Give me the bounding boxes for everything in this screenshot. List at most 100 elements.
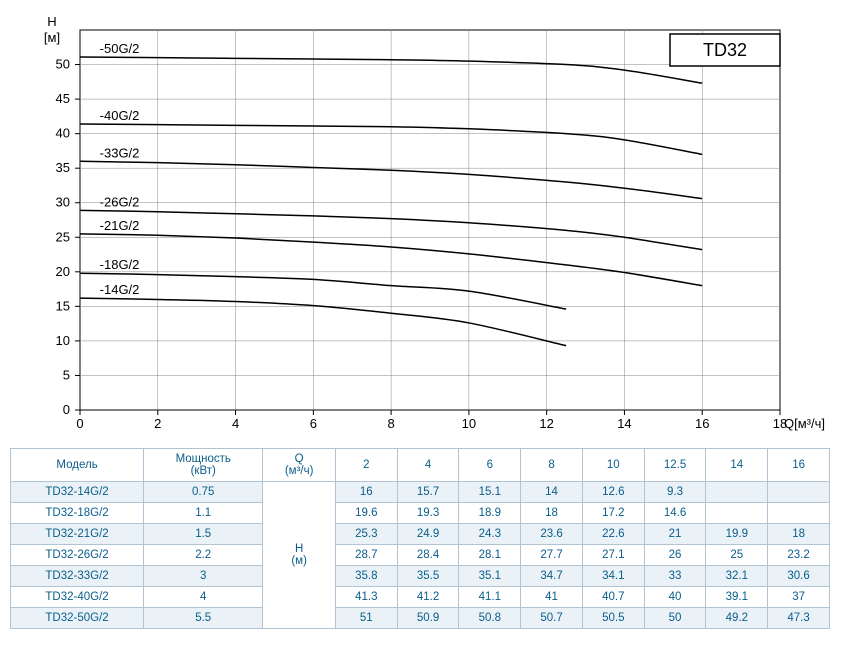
col-q-value: 12.5	[644, 449, 706, 482]
col-q-value: 4	[397, 449, 459, 482]
cell-h: 33	[644, 566, 706, 587]
chart-svg: 02468101214161805101520253035404550H[м]Q…	[10, 10, 830, 440]
cell-power: 1.1	[144, 503, 263, 524]
svg-text:12: 12	[539, 416, 553, 431]
svg-text:10: 10	[56, 333, 70, 348]
svg-text:-26G/2: -26G/2	[100, 194, 140, 209]
cell-h: 35.5	[397, 566, 459, 587]
svg-text:40: 40	[56, 126, 70, 141]
svg-text:6: 6	[310, 416, 317, 431]
cell-h: 19.9	[706, 524, 768, 545]
cell-power: 1.5	[144, 524, 263, 545]
cell-h: 41.1	[459, 587, 521, 608]
cell-h: 39.1	[706, 587, 768, 608]
cell-h: 24.3	[459, 524, 521, 545]
table-row: TD32-18G/21.119.619.318.91817.214.6	[11, 503, 830, 524]
pump-data-table: МодельМощность(кВт)Q(м³/ч)24681012.51416…	[10, 448, 830, 629]
cell-h: 41.3	[335, 587, 397, 608]
cell-h: 35.1	[459, 566, 521, 587]
cell-power: 4	[144, 587, 263, 608]
cell-h: 50.7	[521, 608, 583, 629]
svg-text:-18G/2: -18G/2	[100, 257, 140, 272]
cell-h	[706, 482, 768, 503]
cell-model: TD32-14G/2	[11, 482, 144, 503]
svg-text:[м]: [м]	[44, 30, 60, 45]
cell-power: 0.75	[144, 482, 263, 503]
cell-h: 41	[521, 587, 583, 608]
table-row: TD32-21G/21.5 25.324.924.323.622.62119.91…	[11, 524, 830, 545]
table-row: TD32-33G/2335.835.535.134.734.13332.130.…	[11, 566, 830, 587]
table-row: TD32-50G/25.55150.950.850.750.55049.247.…	[11, 608, 830, 629]
svg-text:14: 14	[617, 416, 631, 431]
cell-h: 21	[644, 524, 706, 545]
svg-text:30: 30	[56, 195, 70, 210]
cell-h: 18	[768, 524, 830, 545]
cell-h: 14.6	[644, 503, 706, 524]
cell-h: 16	[335, 482, 397, 503]
cell-h-unit: H(м)	[263, 482, 336, 629]
svg-text:-50G/2: -50G/2	[100, 41, 140, 56]
cell-h: 17.2	[582, 503, 644, 524]
table-row: TD32-40G/2441.341.241.14140.74039.137	[11, 587, 830, 608]
col-q-value: 10	[582, 449, 644, 482]
cell-h: 51	[335, 608, 397, 629]
cell-h: 15.1	[459, 482, 521, 503]
cell-h: 50.9	[397, 608, 459, 629]
cell-h: 50.5	[582, 608, 644, 629]
col-q-value: 2	[335, 449, 397, 482]
cell-h: 34.1	[582, 566, 644, 587]
cell-h: 50.8	[459, 608, 521, 629]
cell-h: 50	[644, 608, 706, 629]
cell-h: 47.3	[768, 608, 830, 629]
cell-h: 30.6	[768, 566, 830, 587]
svg-text:25: 25	[56, 229, 70, 244]
cell-h: 27.7	[521, 545, 583, 566]
svg-text:-21G/2: -21G/2	[100, 218, 140, 233]
svg-text:20: 20	[56, 264, 70, 279]
cell-power: 3	[144, 566, 263, 587]
svg-text:10: 10	[462, 416, 476, 431]
cell-h: 22.6	[582, 524, 644, 545]
svg-text:8: 8	[387, 416, 394, 431]
svg-text:50: 50	[56, 57, 70, 72]
svg-text:H: H	[47, 14, 56, 29]
cell-model: TD32-18G/2	[11, 503, 144, 524]
svg-text:Q[м³/ч]: Q[м³/ч]	[784, 416, 825, 431]
pump-curve-chart: 02468101214161805101520253035404550H[м]Q…	[10, 10, 830, 440]
cell-h: 35.8	[335, 566, 397, 587]
cell-h: 41.2	[397, 587, 459, 608]
cell-power: 2.2	[144, 545, 263, 566]
cell-h: 28.4	[397, 545, 459, 566]
col-q-value: 8	[521, 449, 583, 482]
cell-h: 28.1	[459, 545, 521, 566]
svg-text:45: 45	[56, 91, 70, 106]
cell-h: 23.6	[521, 524, 583, 545]
cell-h: 37	[768, 587, 830, 608]
col-model: Модель	[11, 449, 144, 482]
table-row: TD32-14G/20.75H(м)1615.715.11412.69.3	[11, 482, 830, 503]
cell-h: 24.9	[397, 524, 459, 545]
svg-text:-14G/2: -14G/2	[100, 282, 140, 297]
cell-model: TD32-33G/2	[11, 566, 144, 587]
cell-h: 25	[706, 545, 768, 566]
cell-h: 9.3	[644, 482, 706, 503]
cell-h: 40	[644, 587, 706, 608]
cell-h: 14	[521, 482, 583, 503]
cell-h	[768, 482, 830, 503]
cell-model: TD32-50G/2	[11, 608, 144, 629]
cell-model: TD32-26G/2	[11, 545, 144, 566]
cell-h: 15.7	[397, 482, 459, 503]
col-q-value: 16	[768, 449, 830, 482]
cell-h: 12.6	[582, 482, 644, 503]
col-power: Мощность(кВт)	[144, 449, 263, 482]
col-q: Q(м³/ч)	[263, 449, 336, 482]
cell-h: 32.1	[706, 566, 768, 587]
cell-model: TD32-21G/2	[11, 524, 144, 545]
cell-h: 25.3	[335, 524, 397, 545]
table-row: TD32-26G/22.228.728.428.127.727.1262523.…	[11, 545, 830, 566]
table-header-row: МодельМощность(кВт)Q(м³/ч)24681012.51416	[11, 449, 830, 482]
cell-h: 19.3	[397, 503, 459, 524]
cell-power: 5.5	[144, 608, 263, 629]
cell-h: 26	[644, 545, 706, 566]
svg-text:0: 0	[63, 402, 70, 417]
